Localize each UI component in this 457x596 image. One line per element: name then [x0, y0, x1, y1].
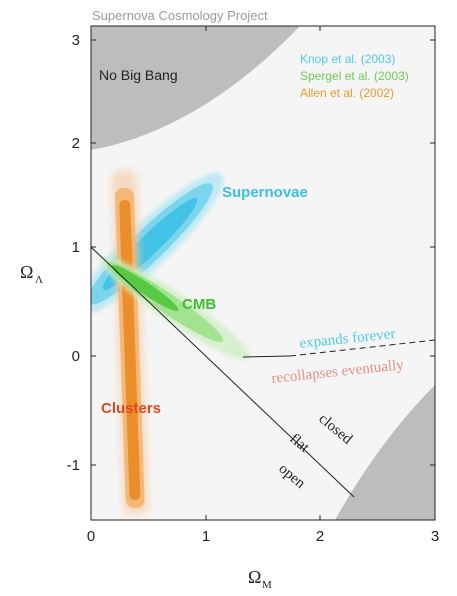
- x-tick-label: 0: [87, 528, 95, 545]
- cmb-contour: [99, 256, 251, 360]
- expansion-boundary-dashed: [289, 339, 435, 357]
- no-big-bang-region: [91, 26, 300, 150]
- cmb-label: CMB: [182, 296, 216, 313]
- legend-entry: Knop et al. (2003): [300, 52, 395, 66]
- legend-entry: Allen et al. (2002): [300, 86, 394, 100]
- x-tick-label: 3: [431, 528, 439, 545]
- y-tick-label: 3: [72, 32, 80, 49]
- flat-universe-line: [91, 246, 355, 498]
- expansion-boundary-solid: [242, 355, 291, 358]
- legend: Knop et al. (2003) Spergel et al. (2003)…: [300, 52, 409, 100]
- chart-title: Supernova Cosmology Project: [92, 8, 268, 23]
- x-tick-label: 2: [316, 528, 324, 545]
- y-tick-label: -1: [67, 457, 80, 474]
- y-axis-label-main: Ω: [20, 262, 33, 282]
- x-axis-label-sub: M: [262, 579, 272, 591]
- x-tick-labels: 0 1 2 3: [87, 528, 439, 545]
- y-axis-label-sub: Λ: [35, 274, 43, 286]
- y-tick-labels: 3 2 1 0 -1: [67, 32, 80, 474]
- no-big-bang-label: No Big Bang: [99, 67, 178, 83]
- y-axis-label: Ω Λ: [20, 262, 43, 286]
- supernovae-label: Supernovae: [222, 184, 308, 201]
- x-tick-label: 1: [202, 528, 210, 545]
- bottom-right-region: [335, 385, 435, 520]
- x-axis-label-main: Ω: [248, 567, 261, 587]
- clusters-label: Clusters: [101, 400, 161, 417]
- legend-entry: Spergel et al. (2003): [300, 69, 409, 83]
- y-tick-label: 1: [72, 239, 80, 256]
- y-tick-label: 0: [72, 348, 80, 365]
- x-axis-label: Ω M: [248, 567, 272, 591]
- axis-ticks: [91, 26, 435, 520]
- y-tick-label: 2: [72, 135, 80, 152]
- plot-frame: [90, 25, 436, 521]
